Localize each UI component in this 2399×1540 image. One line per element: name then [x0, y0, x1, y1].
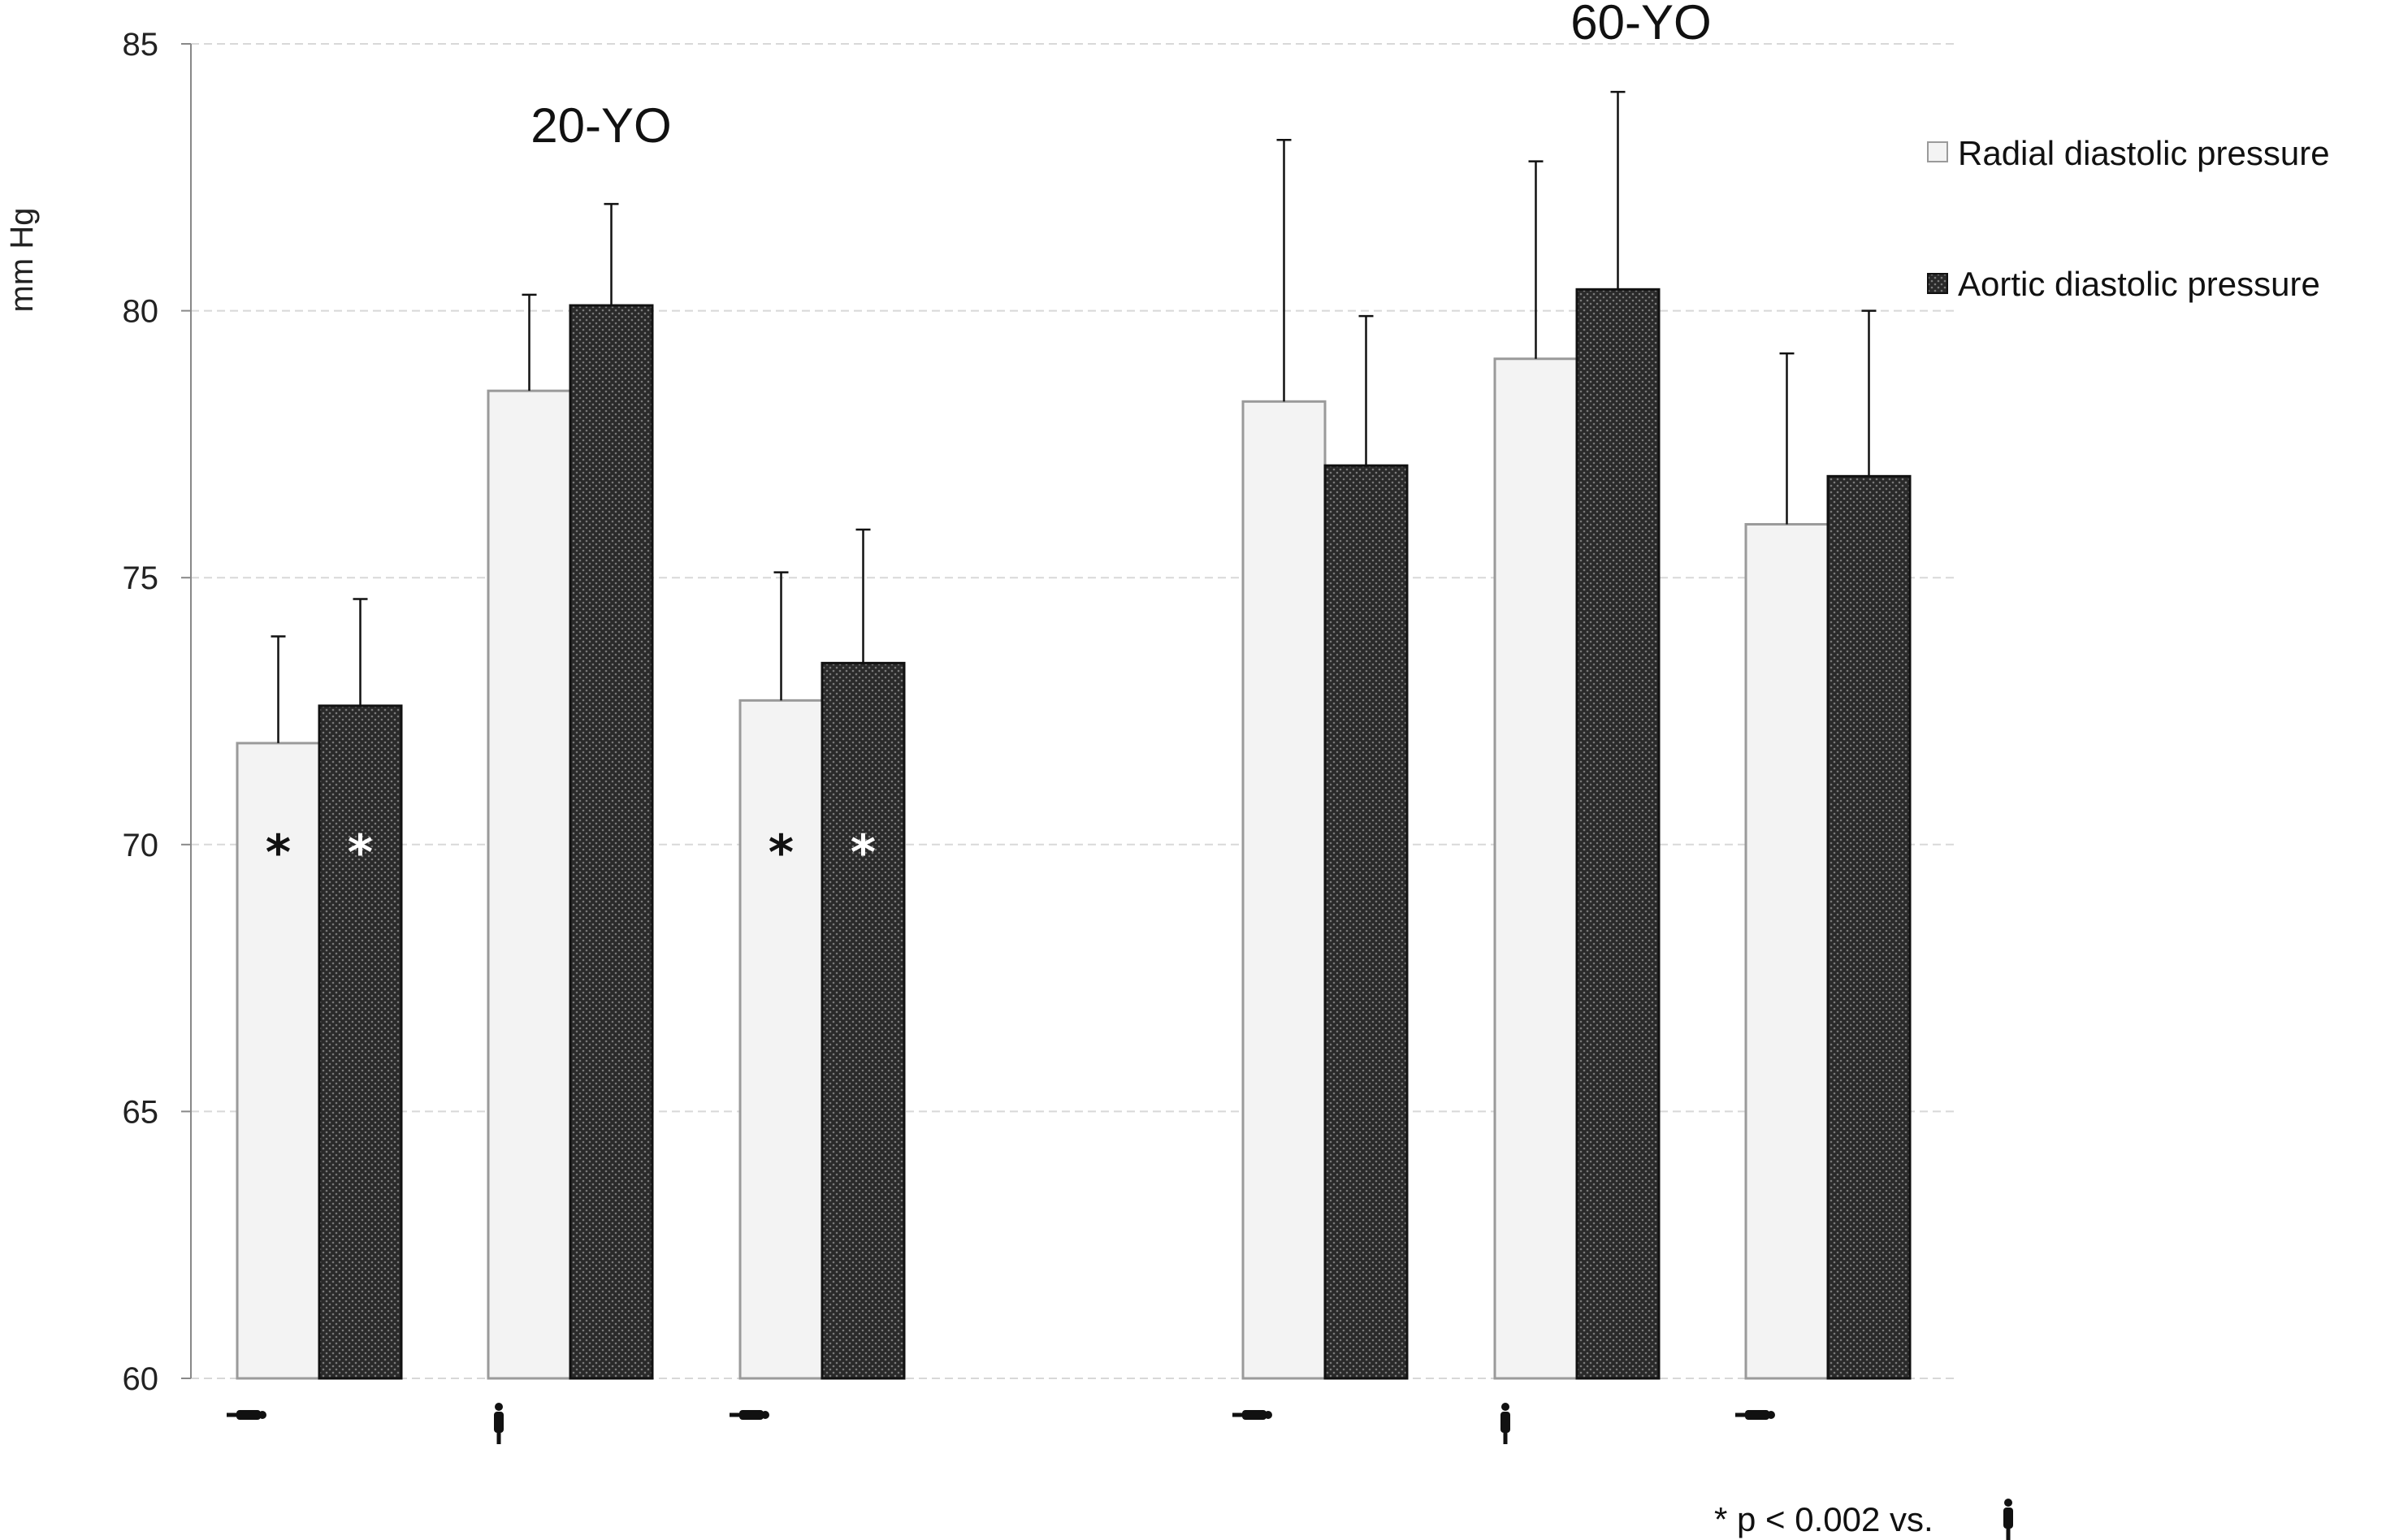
- significance-star: *: [851, 824, 876, 881]
- legend-label-aortic: Aortic diastolic pressure: [1958, 265, 2320, 303]
- lying-person-icon: [730, 1410, 769, 1420]
- significance-star: *: [348, 824, 373, 881]
- significance-star: *: [769, 824, 794, 881]
- y-tick-label: 75: [123, 560, 159, 596]
- group-label-60yo: 60-YO: [1570, 0, 1711, 50]
- icon-part: [730, 1412, 741, 1417]
- icon-part: [1745, 1410, 1769, 1420]
- bar-aortic: [821, 661, 906, 1380]
- footnote: * p < 0.002 vs.: [1714, 1499, 2013, 1540]
- bars: [236, 288, 1912, 1380]
- icon-part: [227, 1412, 238, 1417]
- bar-radial: [1493, 357, 1578, 1380]
- legend: Radial diastolic pressure Aortic diastol…: [1927, 134, 2330, 303]
- y-tick-label: 70: [123, 828, 159, 863]
- lying-person-icon: [227, 1410, 266, 1420]
- icon-part: [495, 1403, 503, 1411]
- legend-swatch-radial: [1927, 141, 1948, 162]
- standing-person-icon: [2003, 1499, 2013, 1540]
- icon-part: [739, 1410, 764, 1420]
- bar-radial: [236, 742, 321, 1380]
- bar-aortic: [1826, 474, 1912, 1380]
- legend-swatch-aortic: [1927, 273, 1948, 294]
- icon-part: [494, 1412, 504, 1433]
- legend-label-radial: Radial diastolic pressure: [1958, 134, 2330, 172]
- icon-part: [496, 1431, 501, 1444]
- lying-person-icon: [1232, 1410, 1272, 1420]
- bar-aortic: [1575, 288, 1661, 1380]
- icon-part: [1501, 1403, 1509, 1411]
- group-label-20yo: 20-YO: [530, 98, 671, 153]
- y-axis-label: mm Hg: [4, 208, 40, 313]
- gridlines: [191, 43, 1954, 1379]
- bar-aortic: [1323, 464, 1409, 1380]
- standing-person-icon: [1500, 1403, 1510, 1444]
- bar-radial: [1241, 400, 1327, 1380]
- posture-icons: [227, 1403, 1775, 1444]
- bar-aortic: [569, 304, 654, 1380]
- error-bars: [271, 90, 1877, 743]
- icon-part: [1503, 1431, 1508, 1444]
- y-tick-label: 65: [123, 1094, 159, 1130]
- significance-star: *: [266, 824, 291, 881]
- icon-part: [1242, 1410, 1267, 1420]
- icon-part: [236, 1410, 261, 1420]
- y-tick-label: 60: [123, 1361, 159, 1397]
- footnote-text: * p < 0.002 vs.: [1714, 1500, 1933, 1538]
- y-tick-label: 85: [123, 27, 159, 63]
- icon-part: [1735, 1412, 1747, 1417]
- standing-person-icon: [494, 1403, 504, 1444]
- icon-part: [1500, 1412, 1510, 1433]
- lying-person-icon: [1735, 1410, 1775, 1420]
- y-tick-label: 80: [123, 294, 159, 330]
- bar-radial: [487, 389, 572, 1380]
- y-axis: 60 65 70 75 80 85: [123, 27, 192, 1397]
- bar-aortic: [318, 704, 403, 1380]
- significance-markers: * * * *: [266, 824, 876, 881]
- icon-part: [1232, 1412, 1244, 1417]
- bar-radial: [738, 699, 824, 1380]
- bar-radial: [1744, 522, 1830, 1380]
